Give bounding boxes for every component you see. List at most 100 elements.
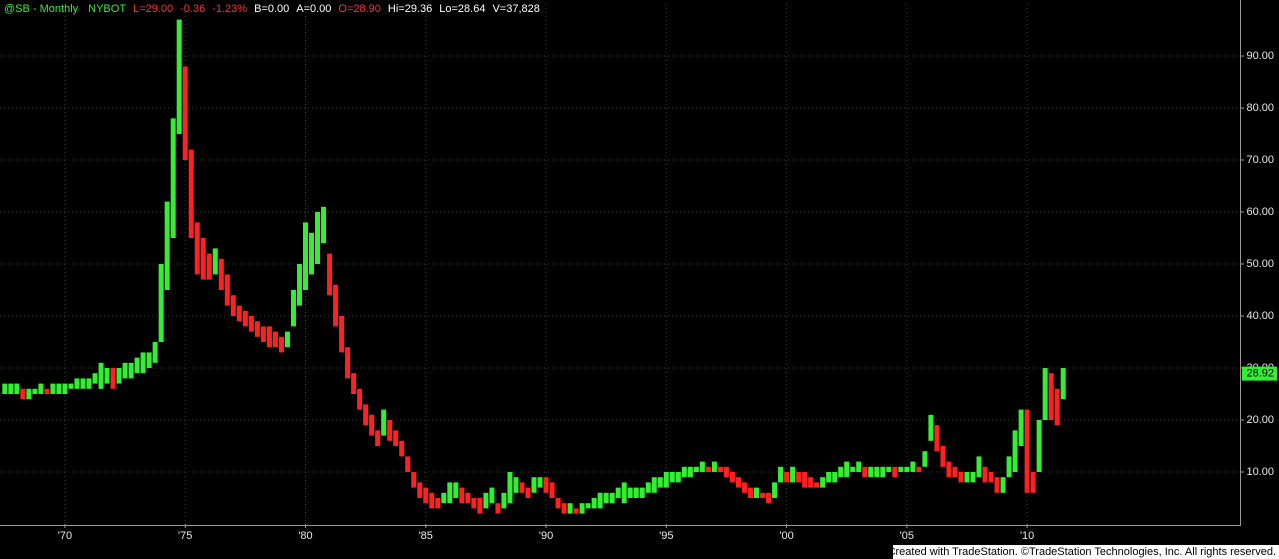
price-bar bbox=[820, 477, 826, 488]
price-bar bbox=[982, 466, 988, 483]
price-bar bbox=[477, 498, 483, 514]
price-bar bbox=[772, 482, 778, 498]
price-bar bbox=[146, 352, 152, 368]
price-bar bbox=[164, 201, 170, 290]
price-bar bbox=[423, 487, 429, 504]
price-bar bbox=[447, 482, 453, 504]
header-field: A=0.00 bbox=[296, 3, 331, 15]
price-bar bbox=[254, 321, 260, 337]
price-bar bbox=[970, 472, 976, 483]
x-tick-label: '05 bbox=[900, 530, 914, 542]
price-bar bbox=[645, 482, 651, 493]
price-bar bbox=[284, 331, 290, 348]
y-tick-label: 20.00 bbox=[1246, 414, 1274, 426]
price-bar bbox=[134, 357, 140, 374]
price-bar bbox=[86, 378, 92, 389]
price-bar bbox=[200, 238, 206, 280]
last-price-box bbox=[1242, 366, 1277, 381]
price-bar bbox=[351, 373, 357, 394]
price-bar bbox=[104, 368, 110, 384]
price-bar bbox=[669, 472, 675, 483]
price-bar bbox=[609, 492, 615, 504]
y-tick-label: 70.00 bbox=[1246, 154, 1274, 166]
price-bar bbox=[14, 383, 20, 394]
price-bar bbox=[266, 326, 272, 348]
price-bar bbox=[92, 373, 98, 384]
price-bar bbox=[784, 472, 790, 483]
price-bar bbox=[453, 482, 459, 498]
price-bar bbox=[327, 253, 333, 296]
price-bar bbox=[561, 503, 567, 514]
y-tick-label: 10.00 bbox=[1246, 466, 1274, 478]
price-bar bbox=[549, 482, 555, 498]
price-bar bbox=[495, 503, 501, 514]
price-bar bbox=[357, 388, 363, 410]
price-bar bbox=[110, 368, 116, 389]
price-bar bbox=[555, 498, 561, 509]
price-bar bbox=[116, 368, 122, 384]
price-bar bbox=[218, 258, 224, 290]
price-bar bbox=[471, 498, 477, 509]
price-bar bbox=[964, 472, 970, 483]
price-bar bbox=[393, 430, 399, 446]
price-bar bbox=[934, 425, 940, 452]
price-bar bbox=[904, 466, 910, 472]
price-bar bbox=[832, 472, 838, 483]
price-bar bbox=[754, 487, 760, 498]
price-bar bbox=[862, 466, 868, 478]
price-bar bbox=[1018, 409, 1024, 446]
price-bar bbox=[20, 388, 26, 400]
price-bar bbox=[747, 487, 753, 498]
price-bar bbox=[994, 477, 1000, 493]
price-bar bbox=[814, 482, 820, 488]
price-bar bbox=[946, 461, 952, 478]
x-tick-label: '70 bbox=[58, 530, 72, 542]
header-field: NYBOT bbox=[88, 3, 126, 15]
price-bar bbox=[345, 347, 351, 379]
price-bar bbox=[140, 352, 146, 374]
price-bar bbox=[778, 466, 784, 483]
price-bar bbox=[597, 492, 603, 509]
price-bar bbox=[844, 461, 850, 478]
price-bar bbox=[591, 498, 597, 509]
price-bar bbox=[2, 383, 8, 394]
price-bar bbox=[68, 383, 74, 389]
price-bar bbox=[1000, 477, 1006, 493]
price-bar bbox=[435, 498, 441, 509]
price-bar bbox=[248, 316, 254, 332]
price-bar bbox=[417, 482, 423, 498]
header-field: Lo=28.64 bbox=[439, 3, 485, 15]
price-bar bbox=[711, 461, 717, 472]
price-bar bbox=[1042, 368, 1048, 420]
price-bar bbox=[309, 232, 315, 275]
price-bar bbox=[826, 472, 832, 483]
price-bar bbox=[122, 362, 128, 379]
price-bar bbox=[411, 472, 417, 488]
price-bar bbox=[729, 472, 735, 483]
price-bar bbox=[573, 508, 579, 514]
price-bar bbox=[717, 466, 723, 472]
price-bar bbox=[381, 409, 387, 436]
price-bar bbox=[302, 222, 308, 290]
x-tick-label: '80 bbox=[298, 530, 312, 542]
y-tick-label: 40.00 bbox=[1246, 310, 1274, 322]
price-bar bbox=[1024, 409, 1030, 493]
price-bar bbox=[501, 492, 507, 509]
header-field: V=37,828 bbox=[492, 3, 539, 15]
price-bar bbox=[188, 149, 194, 238]
price-bar bbox=[50, 383, 56, 394]
header-field: B=0.00 bbox=[254, 3, 289, 15]
header-field: O=28.90 bbox=[338, 3, 381, 15]
price-bar bbox=[1060, 368, 1066, 400]
price-bar bbox=[723, 466, 729, 478]
header-field: Hi=29.36 bbox=[388, 3, 432, 15]
header-field: -0.36 bbox=[180, 3, 205, 15]
price-bar bbox=[429, 492, 435, 509]
price-bar bbox=[741, 482, 747, 493]
price-bar bbox=[98, 362, 104, 389]
price-bar bbox=[958, 472, 964, 483]
price-bar bbox=[8, 383, 14, 394]
price-bar bbox=[1048, 373, 1054, 420]
